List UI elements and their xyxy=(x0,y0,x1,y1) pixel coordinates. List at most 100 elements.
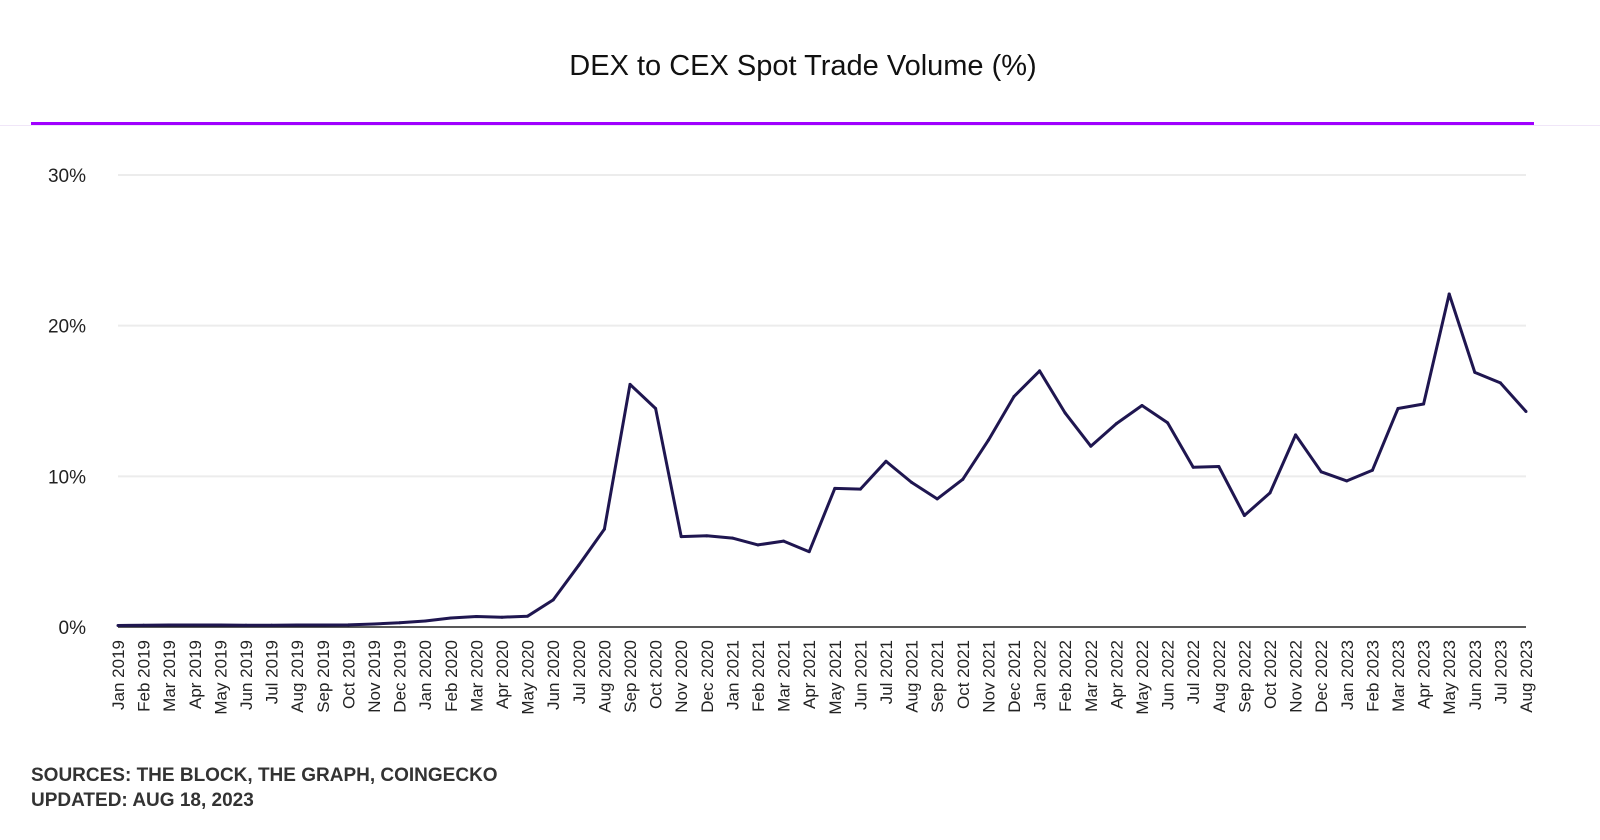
x-tick-label: Nov 2022 xyxy=(1287,640,1306,713)
x-tick-label: Oct 2022 xyxy=(1261,640,1280,709)
data-point xyxy=(602,527,606,531)
data-point xyxy=(1114,422,1118,426)
x-tick-label: Sep 2019 xyxy=(314,640,333,713)
x-tick-label: Oct 2019 xyxy=(339,640,358,709)
x-tick-label: Dec 2022 xyxy=(1312,640,1331,713)
data-point xyxy=(1396,407,1400,411)
x-tick-label: Aug 2022 xyxy=(1210,640,1229,713)
y-axis-ticks: 0% 10% 20% 30% xyxy=(48,166,86,639)
x-tick-label: Apr 2023 xyxy=(1415,640,1434,709)
x-axis-ticks: Jan 2019 Feb 2019 Mar 2019 Apr 2019 May 2019… xyxy=(109,640,1536,715)
x-tick-label: Mar 2023 xyxy=(1389,640,1408,712)
x-tick-label: May 2021 xyxy=(826,640,845,715)
data-point xyxy=(1473,370,1477,374)
data-point xyxy=(910,480,914,484)
data-point xyxy=(807,550,811,554)
grid-lines xyxy=(118,174,1526,628)
x-tick-label: Oct 2020 xyxy=(647,640,666,709)
data-point xyxy=(756,543,760,547)
x-tick-label: Jan 2019 xyxy=(109,640,128,710)
x-tick-label: May 2022 xyxy=(1133,640,1152,715)
data-point xyxy=(1294,433,1298,437)
data-point xyxy=(935,497,939,501)
data-point xyxy=(1166,421,1170,425)
chart-title: DEX to CEX Spot Trade Volume (%) xyxy=(569,50,1037,82)
x-tick-label: Apr 2020 xyxy=(493,640,512,709)
data-point xyxy=(628,382,632,386)
x-tick-label: Sep 2021 xyxy=(928,640,947,713)
data-point xyxy=(526,614,530,618)
data-point xyxy=(270,623,274,627)
y-tick-label: 10% xyxy=(48,467,86,488)
x-tick-label: Apr 2021 xyxy=(800,640,819,709)
data-point xyxy=(398,621,402,625)
x-tick-label: Apr 2019 xyxy=(186,640,205,709)
data-point xyxy=(218,623,222,627)
x-tick-label: Mar 2022 xyxy=(1082,640,1101,712)
series-layer xyxy=(116,292,1528,627)
data-point xyxy=(1063,411,1067,415)
data-point xyxy=(961,477,965,481)
x-tick-label: Dec 2019 xyxy=(391,640,410,713)
x-tick-label: Feb 2021 xyxy=(749,640,768,712)
data-point xyxy=(884,459,888,463)
data-point xyxy=(782,539,786,543)
x-tick-label: Jun 2019 xyxy=(237,640,256,710)
data-point xyxy=(730,536,734,540)
x-tick-label: Jun 2021 xyxy=(851,640,870,710)
x-tick-label: Jun 2020 xyxy=(544,640,563,710)
x-tick-label: Jul 2019 xyxy=(263,640,282,704)
data-point xyxy=(577,563,581,567)
data-point xyxy=(833,486,837,490)
line-chart: 0% 10% 20% 30% Jan 2019 Feb 2019 Mar 2019 Apr … xyxy=(48,166,1536,715)
data-point xyxy=(449,616,453,620)
data-point xyxy=(295,623,299,627)
data-point xyxy=(142,623,146,627)
x-tick-label: Apr 2022 xyxy=(1107,640,1126,709)
data-point xyxy=(1422,402,1426,406)
x-tick-label: Dec 2020 xyxy=(698,640,717,713)
sources-note: SOURCES: THE BLOCK, THE GRAPH, COINGECKO xyxy=(31,765,498,786)
x-tick-label: Sep 2020 xyxy=(621,640,640,713)
x-tick-label: May 2019 xyxy=(211,640,230,715)
x-tick-label: Aug 2023 xyxy=(1517,640,1536,713)
x-tick-label: Aug 2021 xyxy=(903,640,922,713)
data-point xyxy=(1345,479,1349,483)
data-point xyxy=(551,598,555,602)
y-tick-label: 0% xyxy=(59,618,87,639)
header-divider-faint xyxy=(0,125,1600,126)
x-tick-label: May 2020 xyxy=(519,640,538,715)
data-point xyxy=(1217,465,1221,469)
x-tick-label: Jul 2020 xyxy=(570,640,589,704)
x-tick-label: Mar 2020 xyxy=(467,640,486,712)
x-tick-label: Jan 2022 xyxy=(1031,640,1050,710)
x-tick-label: May 2023 xyxy=(1440,640,1459,715)
data-point xyxy=(1140,404,1144,408)
x-tick-label: Oct 2021 xyxy=(954,640,973,709)
x-tick-label: Aug 2020 xyxy=(595,640,614,713)
data-point xyxy=(1038,369,1042,373)
data-point xyxy=(1498,381,1502,385)
x-tick-label: Aug 2019 xyxy=(288,640,307,713)
data-point xyxy=(1242,514,1246,518)
data-point xyxy=(500,615,504,619)
data-point xyxy=(346,623,350,627)
data-point xyxy=(1089,444,1093,448)
x-tick-label: Jan 2021 xyxy=(723,640,742,710)
data-point xyxy=(372,622,376,626)
data-point xyxy=(1370,468,1374,472)
data-point xyxy=(1447,292,1451,296)
data-point xyxy=(858,487,862,491)
header-accent-rule xyxy=(31,122,1534,125)
x-tick-label: Jun 2022 xyxy=(1159,640,1178,710)
x-tick-label: Mar 2019 xyxy=(160,640,179,712)
x-tick-label: Mar 2021 xyxy=(775,640,794,712)
x-tick-label: Nov 2021 xyxy=(979,640,998,713)
data-point xyxy=(1319,470,1323,474)
x-tick-label: Feb 2019 xyxy=(135,640,154,712)
series-line xyxy=(117,292,1528,627)
x-tick-label: Nov 2019 xyxy=(365,640,384,713)
data-point xyxy=(116,623,120,627)
x-tick-label: Jul 2021 xyxy=(877,640,896,704)
data-point xyxy=(705,534,709,538)
